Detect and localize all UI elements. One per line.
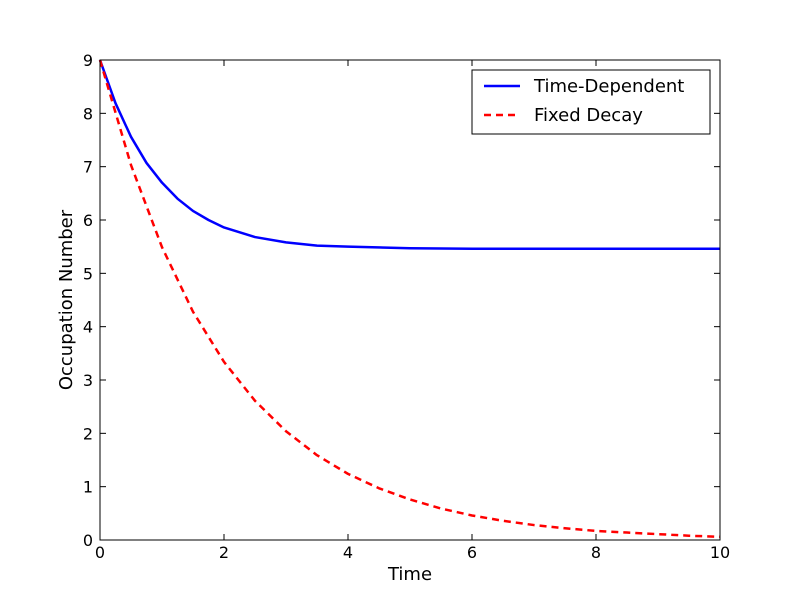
plot-frame — [99, 59, 721, 541]
y-tick-label: 4 — [83, 318, 93, 337]
y-tick-label: 9 — [83, 51, 93, 70]
legend-label-fixed-decay: Fixed Decay — [534, 105, 643, 126]
y-tick-label: 5 — [83, 264, 93, 283]
x-tick-label: 2 — [219, 543, 229, 562]
y-tick-label: 0 — [83, 531, 93, 550]
y-tick-label: 3 — [83, 371, 93, 390]
y-axis-title: Occupation Number — [56, 209, 77, 390]
series-layer — [98, 59, 721, 539]
series-line-fixed-decay — [98, 59, 721, 539]
x-tick-label: 6 — [467, 543, 477, 562]
x-tick-label: 4 — [343, 543, 353, 562]
y-tick-label: 6 — [83, 211, 93, 230]
tick-labels: 0 2 4 6 8 10 0 1 2 3 4 5 6 7 8 9 — [83, 51, 730, 562]
legend-box — [471, 69, 711, 135]
x-tick-label: 10 — [710, 543, 730, 562]
y-tick-label: 8 — [83, 104, 93, 123]
x-tick-label: 8 — [591, 543, 601, 562]
x-axis-title: Time — [387, 564, 432, 585]
series-line-time-dependent — [98, 59, 720, 251]
x-tick-label: 0 — [95, 543, 105, 562]
y-tick-label: 1 — [83, 478, 93, 497]
y-tick-label: 7 — [83, 158, 93, 177]
y-tick-label: 2 — [83, 424, 93, 443]
legend: Time-Dependent Fixed Decay — [471, 69, 711, 135]
legend-label-time-dependent: Time-Dependent — [533, 76, 684, 97]
